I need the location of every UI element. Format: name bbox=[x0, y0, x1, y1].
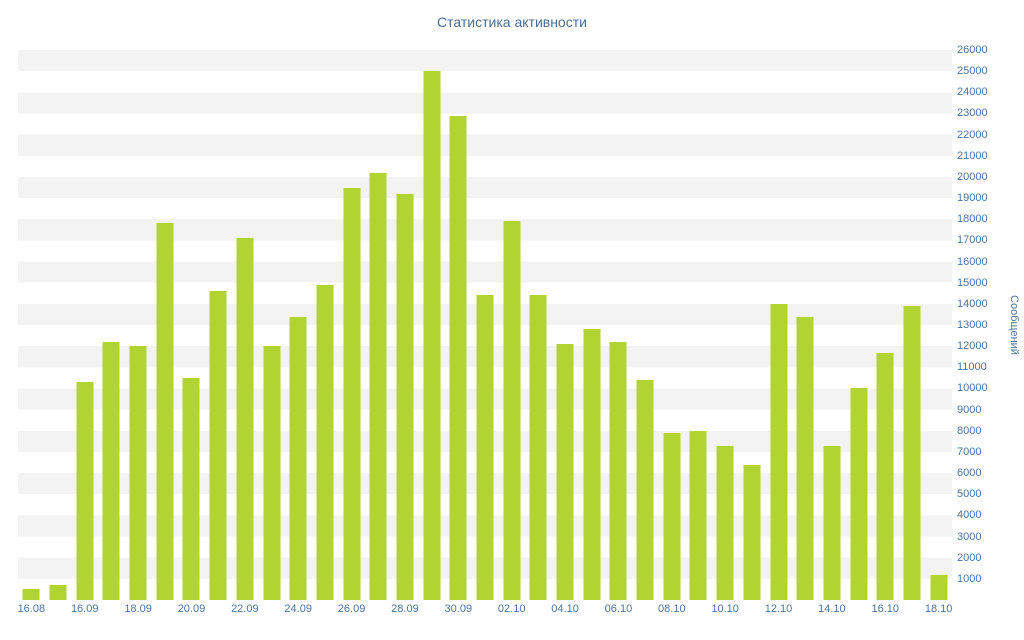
bar-33 bbox=[903, 305, 921, 600]
y-tick-label: 12000 bbox=[957, 340, 988, 353]
x-tick-label: 16.09 bbox=[70, 603, 99, 615]
x-tick-label: 28.09 bbox=[391, 603, 419, 615]
y-tick-label: 25000 bbox=[957, 65, 988, 78]
bar-10 bbox=[289, 316, 307, 600]
y-tick-label: 18000 bbox=[957, 213, 988, 226]
bar-26 bbox=[716, 445, 734, 600]
y-tick-label: 17000 bbox=[957, 234, 988, 247]
x-tick-label: 18.10 bbox=[924, 603, 953, 615]
bar-1 bbox=[49, 585, 67, 600]
bar-12 bbox=[343, 187, 361, 600]
bar-6 bbox=[182, 377, 200, 600]
bar-27 bbox=[743, 464, 761, 600]
y-tick-label: 1000 bbox=[957, 572, 982, 585]
chart-title: Статистика активности bbox=[437, 14, 587, 30]
bar-34 bbox=[930, 574, 948, 600]
y-tick-label: 19000 bbox=[957, 192, 988, 205]
x-tick-label: 04.10 bbox=[551, 603, 579, 615]
x-tick-label: 30.09 bbox=[444, 603, 473, 615]
y-tick-label: 9000 bbox=[957, 403, 982, 416]
x-tick-label: 14.10 bbox=[818, 603, 846, 615]
y-tick-label: 7000 bbox=[957, 445, 982, 458]
x-tick-label: 02.10 bbox=[497, 603, 526, 615]
y-tick-label: 5000 bbox=[957, 488, 982, 501]
y-tick-label: 6000 bbox=[957, 467, 982, 480]
y-tick-label: 16000 bbox=[957, 255, 988, 268]
bar-8 bbox=[236, 238, 254, 600]
y-tick-label: 20000 bbox=[957, 170, 988, 183]
y-axis-title: Сообщений bbox=[1008, 295, 1020, 355]
y-tick-label: 13000 bbox=[957, 319, 988, 331]
bar-0 bbox=[22, 589, 40, 600]
bar-32 bbox=[876, 352, 894, 600]
bar-7 bbox=[209, 291, 227, 600]
y-tick-label: 21000 bbox=[957, 149, 988, 162]
y-tick-label: 14000 bbox=[957, 297, 988, 310]
x-tick-label: 16.08 bbox=[17, 603, 46, 615]
y-tick-label: 26000 bbox=[957, 44, 988, 56]
bar-13 bbox=[369, 172, 387, 600]
x-tick-label: 12.10 bbox=[764, 603, 793, 615]
y-tick-label: 3000 bbox=[957, 530, 982, 543]
bar-31 bbox=[850, 388, 868, 600]
bar-21 bbox=[583, 329, 601, 600]
bar-3 bbox=[102, 341, 120, 600]
bar-25 bbox=[689, 430, 707, 600]
bar-5 bbox=[156, 223, 174, 600]
bar-11 bbox=[316, 284, 334, 600]
bar-24 bbox=[663, 432, 681, 600]
bar-4 bbox=[129, 346, 147, 600]
x-tick-label: 22.09 bbox=[231, 603, 259, 615]
bar-29 bbox=[796, 316, 814, 600]
x-tick-label: 20.09 bbox=[177, 603, 206, 615]
bar-20 bbox=[556, 344, 574, 600]
bar-28 bbox=[770, 303, 788, 600]
bar-17 bbox=[476, 295, 494, 600]
bar-23 bbox=[636, 380, 654, 600]
bar-19 bbox=[529, 295, 547, 600]
bar-15 bbox=[423, 71, 441, 600]
y-tick-label: 23000 bbox=[957, 107, 988, 120]
x-tick-label: 08.10 bbox=[658, 603, 686, 615]
bar-9 bbox=[263, 346, 280, 600]
bar-14 bbox=[396, 193, 414, 600]
y-tick-label: 2000 bbox=[957, 551, 982, 564]
y-tick-label: 15000 bbox=[957, 276, 988, 289]
y-tick-label: 22000 bbox=[957, 128, 988, 141]
bar-30 bbox=[823, 445, 841, 600]
y-axis: 26000 25000 24000 23000 22000 21000 20000 19000… bbox=[957, 44, 1005, 600]
y-tick-label: 4000 bbox=[957, 509, 982, 522]
y-tick-label: 11000 bbox=[957, 361, 987, 374]
x-axis: 16.08 16.09 18.09 20.09 22.09 24.09 26.09 28.09… bbox=[17, 603, 953, 619]
x-tick-label: 26.09 bbox=[337, 603, 366, 615]
y-tick-label: 24000 bbox=[957, 86, 988, 99]
x-tick-label: 10.10 bbox=[711, 603, 739, 615]
x-tick-label: 18.09 bbox=[124, 603, 152, 615]
plot-area bbox=[18, 50, 952, 600]
x-tick-label: 24.09 bbox=[284, 603, 312, 615]
y-tick-label: 8000 bbox=[957, 424, 982, 437]
x-tick-label: 06.10 bbox=[604, 603, 633, 615]
bar-16 bbox=[449, 115, 467, 600]
bar-2 bbox=[76, 382, 94, 600]
bar-22 bbox=[609, 341, 627, 600]
x-tick-label: 16.10 bbox=[871, 603, 900, 615]
y-tick-label: 10000 bbox=[957, 382, 988, 395]
bar-18 bbox=[503, 221, 521, 600]
